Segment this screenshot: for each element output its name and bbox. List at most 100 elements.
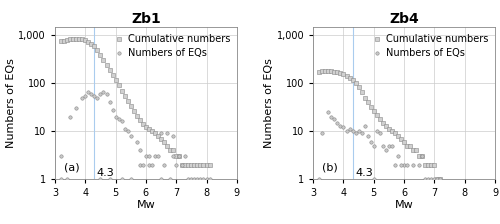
Point (196, 177, 204, 181)
Cumulative numbers (324, 69, 332, 73)
Cumulative numbers (397, 137, 405, 140)
Text: 4.3: 4.3 (97, 168, 114, 178)
Cumulative numbers (72, 37, 80, 41)
Cumulative numbers (409, 149, 417, 152)
Point (166, 177, 174, 181)
Cumulative numbers (394, 134, 402, 138)
Point (200, 177, 207, 181)
Cumulative numbers (434, 177, 442, 181)
Cumulative numbers (346, 76, 354, 79)
Cumulative numbers (133, 114, 141, 118)
Cumulative numbers (139, 123, 147, 126)
Cumulative numbers (169, 149, 177, 152)
Point (151, 155, 159, 158)
Y-axis label: Numbers of EQs: Numbers of EQs (264, 58, 274, 148)
Cumulative numbers (75, 37, 83, 41)
Cumulative numbers (154, 134, 162, 138)
Cumulative numbers (188, 163, 196, 167)
Cumulative numbers (322, 69, 330, 73)
Numbers of EQs (133, 140, 141, 144)
Numbers of EQs (340, 126, 347, 129)
Cumulative numbers (63, 38, 71, 42)
Cumulative numbers (196, 163, 204, 167)
Numbers of EQs (336, 124, 344, 128)
Cumulative numbers (406, 144, 414, 147)
Point (160, 163, 168, 167)
Point (57, 177, 65, 181)
Point (190, 177, 198, 181)
Legend: Cumulative numbers, Numbers of EQs: Cumulative numbers, Numbers of EQs (111, 32, 232, 60)
Cumulative numbers (184, 163, 192, 167)
Numbers of EQs (169, 134, 177, 138)
Numbers of EQs (382, 149, 390, 152)
Cumulative numbers (364, 101, 372, 104)
Cumulative numbers (182, 163, 190, 167)
Point (434, 177, 442, 181)
Numbers of EQs (72, 107, 80, 110)
Cumulative numbers (127, 105, 135, 108)
Point (157, 177, 165, 181)
Cumulative numbers (354, 86, 362, 89)
Point (136, 163, 144, 167)
Cumulative numbers (385, 127, 393, 131)
Numbers of EQs (334, 121, 342, 125)
Numbers of EQs (88, 92, 96, 96)
Numbers of EQs (145, 155, 153, 158)
Cumulative numbers (348, 78, 356, 82)
Numbers of EQs (400, 163, 408, 167)
Cumulative numbers (403, 144, 411, 147)
Numbers of EQs (367, 140, 375, 144)
Point (194, 177, 202, 181)
Numbers of EQs (112, 115, 120, 118)
Cumulative numbers (412, 149, 420, 152)
Point (106, 177, 114, 181)
Cumulative numbers (160, 140, 168, 144)
Point (206, 177, 214, 181)
Cumulative numbers (163, 144, 171, 147)
Numbers of EQs (358, 132, 366, 135)
Numbers of EQs (90, 94, 98, 97)
Cumulative numbers (124, 99, 132, 103)
Cumulative numbers (400, 140, 408, 144)
Numbers of EQs (379, 144, 387, 147)
Legend: Cumulative numbers, Numbers of EQs: Cumulative numbers, Numbers of EQs (370, 32, 490, 60)
Numbers of EQs (388, 144, 396, 147)
Numbers of EQs (124, 129, 132, 133)
Cumulative numbers (358, 90, 366, 94)
Point (370, 177, 378, 181)
Cumulative numbers (315, 70, 323, 73)
Point (63, 177, 71, 181)
Numbers of EQs (330, 117, 338, 121)
Point (403, 163, 411, 167)
Point (127, 177, 135, 181)
Cumulative numbers (190, 163, 198, 167)
Cumulative numbers (178, 163, 186, 167)
Point (154, 155, 162, 158)
Point (202, 177, 210, 181)
Numbers of EQs (96, 92, 104, 96)
Cumulative numbers (330, 70, 338, 73)
Numbers of EQs (78, 96, 86, 99)
Cumulative numbers (379, 121, 387, 125)
Point (172, 163, 180, 167)
Cumulative numbers (136, 118, 144, 122)
Cumulative numbers (430, 163, 438, 167)
Cumulative numbers (60, 39, 68, 42)
Text: (a): (a) (64, 162, 80, 172)
Numbers of EQs (114, 117, 122, 121)
Point (182, 155, 190, 158)
Cumulative numbers (328, 69, 336, 73)
Cumulative numbers (367, 105, 375, 109)
Cumulative numbers (206, 163, 214, 167)
Numbers of EQs (127, 134, 135, 138)
Numbers of EQs (385, 144, 393, 147)
Point (391, 163, 399, 167)
Cumulative numbers (100, 58, 108, 62)
Numbers of EQs (394, 155, 402, 158)
Cumulative numbers (334, 70, 342, 74)
Cumulative numbers (370, 110, 378, 113)
Numbers of EQs (354, 129, 362, 133)
Cumulative numbers (145, 127, 153, 131)
Point (418, 155, 426, 158)
Cumulative numbers (106, 68, 114, 72)
